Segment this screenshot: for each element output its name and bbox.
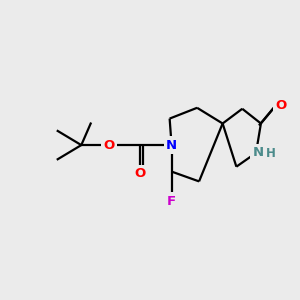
Text: O: O	[103, 139, 114, 152]
Text: O: O	[135, 167, 146, 180]
Text: N: N	[166, 139, 177, 152]
Text: H: H	[266, 147, 276, 161]
Text: N: N	[252, 146, 263, 159]
Text: O: O	[275, 99, 286, 112]
Text: F: F	[167, 194, 176, 208]
